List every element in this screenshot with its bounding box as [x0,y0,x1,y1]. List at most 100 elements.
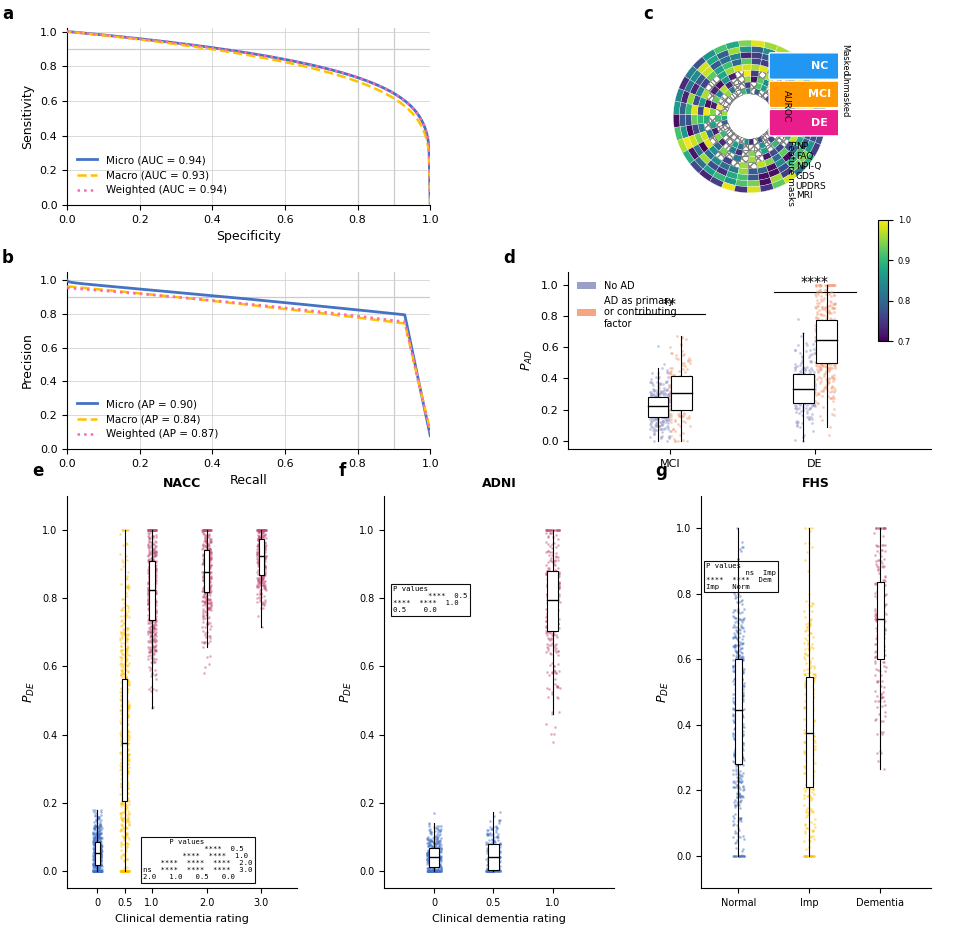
Point [89,859,105,874]
Point [201,572,216,587]
Point [544,636,560,651]
Weighted (AP = 0.87) [277,302,289,313]
Point [800,735,815,750]
Point [661,395,677,410]
Point [727,638,742,653]
Point [483,813,498,828]
Point [799,761,814,776]
Point [657,404,672,419]
Point [198,575,213,590]
Point [728,798,743,813]
Point [800,638,815,653]
Point [144,640,159,654]
Point [804,397,820,412]
Point [144,625,159,640]
Point [810,336,826,351]
Point [202,523,217,538]
Point [420,843,436,858]
Point [89,855,105,870]
Point [253,586,269,601]
Point [424,845,440,860]
Point [541,605,557,620]
Point [118,740,133,755]
Point [90,864,106,879]
Point [797,361,812,376]
Line: Macro (AP = 0.84): Macro (AP = 0.84) [67,286,430,430]
Bar [671,376,691,410]
Point [118,549,133,564]
Point [731,770,746,785]
Point [91,846,107,861]
Point [489,829,504,844]
Point [794,356,809,371]
Point [876,617,891,632]
Point [93,840,108,855]
Y-axis label: Precision: Precision [21,333,35,388]
Point [91,860,107,875]
Point [113,810,129,825]
Point [540,567,555,582]
Point [144,572,159,587]
Point [113,684,129,699]
Point [788,405,804,420]
Point [253,557,269,572]
Point [148,604,163,619]
Point [683,368,698,383]
Point [802,806,817,821]
Point [116,742,132,757]
Point [540,523,555,538]
Point [427,854,443,869]
Point [145,654,160,669]
Point [787,398,803,413]
Point [93,846,108,861]
Point [660,405,675,420]
Point [676,400,691,415]
Point [733,706,749,721]
Point [805,342,821,357]
Point [143,523,158,538]
Macro (AUC = 0.93) [95,30,107,41]
Point [148,616,163,631]
Point [429,821,444,836]
Point [789,415,804,430]
Point [92,827,108,842]
Point [148,597,163,612]
Point [117,864,132,879]
Point [198,560,213,575]
Point [734,728,750,743]
Point [116,609,132,624]
Point [202,588,217,603]
Point [149,585,164,600]
Point [204,523,219,538]
Point [801,705,816,720]
Point [119,635,134,650]
Point [663,381,679,396]
Point [540,523,555,538]
Point [147,642,162,657]
Point [143,556,158,571]
Point [732,641,747,656]
Text: MCI: MCI [808,90,831,99]
Point [820,314,835,329]
Point [256,545,272,560]
Point [548,582,564,597]
Point [544,607,560,622]
Point [203,593,218,608]
Point [200,523,215,538]
Point [803,342,818,357]
Point [822,372,837,387]
Point [481,864,496,879]
Point [142,611,157,626]
Point [89,838,105,853]
Point [809,313,825,328]
Micro (AP = 0.90) [62,276,74,287]
Point [119,763,134,778]
Point [143,593,158,608]
Point [660,370,676,385]
Point [146,549,161,564]
Point [491,841,506,856]
Point [648,410,663,425]
Point [802,370,817,385]
Point [490,846,505,861]
Point [789,393,804,408]
